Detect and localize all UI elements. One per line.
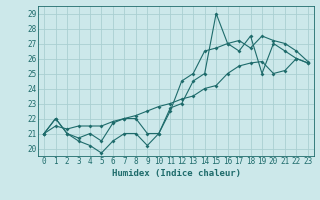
X-axis label: Humidex (Indice chaleur): Humidex (Indice chaleur) [111,169,241,178]
